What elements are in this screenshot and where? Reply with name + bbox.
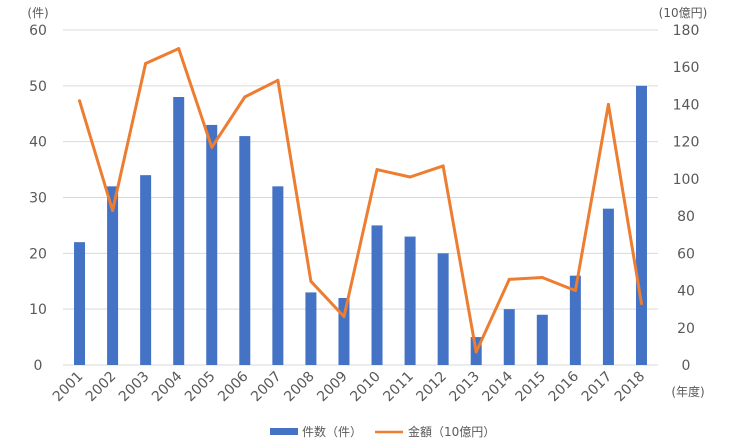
line-point <box>507 277 511 281</box>
right-tick-label: 140 <box>673 97 700 113</box>
legend: 件数（件） 金額（10億円） <box>270 424 495 439</box>
x-axis: 2001200220032004200520062007200820092010… <box>50 368 648 405</box>
bar <box>107 186 119 365</box>
x-tick-label: 2015 <box>513 369 550 406</box>
right-axis-unit: (10億円) <box>659 6 708 20</box>
left-tick-label: 60 <box>29 23 47 39</box>
x-tick-label: 2017 <box>579 369 616 406</box>
left-tick-label: 0 <box>34 358 43 374</box>
line-point <box>375 168 379 172</box>
line-point <box>408 175 412 179</box>
bar <box>602 208 614 365</box>
bar <box>206 124 218 366</box>
line-point <box>243 95 247 99</box>
x-tick-label: 2002 <box>83 369 120 406</box>
bar <box>404 236 416 365</box>
x-tick-label: 2012 <box>413 369 450 406</box>
bar <box>503 309 515 365</box>
line-point <box>573 289 577 293</box>
x-tick-label: 2006 <box>215 368 252 405</box>
bar <box>74 242 86 365</box>
right-tick-label: 0 <box>682 358 691 374</box>
x-tick-label: 2018 <box>612 369 649 406</box>
left-tick-label: 40 <box>29 135 47 151</box>
bar <box>305 292 317 365</box>
bar <box>536 314 548 365</box>
x-tick-label: 2001 <box>50 369 87 406</box>
bar <box>569 275 581 365</box>
right-axis: 0 20 40 60 80 100 120 140 160 180 <box>673 23 700 374</box>
x-tick-label: 2004 <box>149 368 186 405</box>
x-tick-label: 2007 <box>248 369 285 406</box>
bar <box>239 136 251 365</box>
line-series <box>78 47 643 354</box>
left-axis: 0 10 20 30 40 50 60 <box>29 23 47 374</box>
left-tick-label: 20 <box>29 246 47 262</box>
right-tick-label: 60 <box>677 246 695 262</box>
x-tick-label: 2010 <box>347 369 384 406</box>
right-tick-label: 80 <box>677 209 695 225</box>
x-tick-label: 2008 <box>281 369 318 406</box>
right-tick-label: 20 <box>677 321 695 337</box>
left-tick-label: 10 <box>29 302 47 318</box>
legend-bar-swatch <box>270 428 298 435</box>
bar <box>371 225 383 365</box>
line-point <box>177 47 181 51</box>
left-axis-unit: (件) <box>27 6 48 20</box>
right-tick-label: 120 <box>673 135 700 151</box>
left-tick-label: 30 <box>29 191 47 207</box>
line-point <box>342 315 346 319</box>
right-tick-label: 180 <box>673 23 700 39</box>
x-tick-label: 2014 <box>480 368 517 405</box>
line-point <box>210 145 214 149</box>
bar <box>173 97 185 365</box>
line-point <box>474 350 478 354</box>
gridlines <box>63 29 658 366</box>
bar <box>635 85 647 365</box>
series-line <box>78 47 643 354</box>
line-point <box>639 302 643 306</box>
line-point <box>606 102 610 106</box>
line-point <box>111 209 115 213</box>
x-tick-label: 2005 <box>182 369 219 406</box>
bar <box>140 175 152 365</box>
x-tick-label: 2011 <box>380 369 417 406</box>
line-point <box>540 276 544 280</box>
line-point <box>78 99 82 103</box>
right-tick-label: 160 <box>673 60 700 76</box>
bar <box>338 298 350 365</box>
x-tick-label: 2003 <box>116 369 153 406</box>
bar <box>437 253 449 365</box>
legend-bar-label: 件数（件） <box>302 424 362 439</box>
x-tick-label: 2016 <box>546 368 583 405</box>
right-tick-label: 40 <box>677 284 695 300</box>
line-point <box>144 62 148 65</box>
line-point <box>276 78 280 82</box>
right-tick-label: 100 <box>673 172 700 188</box>
left-tick-label: 50 <box>29 79 47 95</box>
x-axis-unit: (年度) <box>671 384 704 399</box>
x-tick-label: 2009 <box>314 369 351 406</box>
x-tick-label: 2013 <box>447 369 484 406</box>
line-point <box>441 164 445 168</box>
legend-line-label: 金額（10億円） <box>408 424 495 439</box>
line-point <box>309 279 313 283</box>
bar-series <box>74 85 647 366</box>
bar <box>272 186 284 365</box>
